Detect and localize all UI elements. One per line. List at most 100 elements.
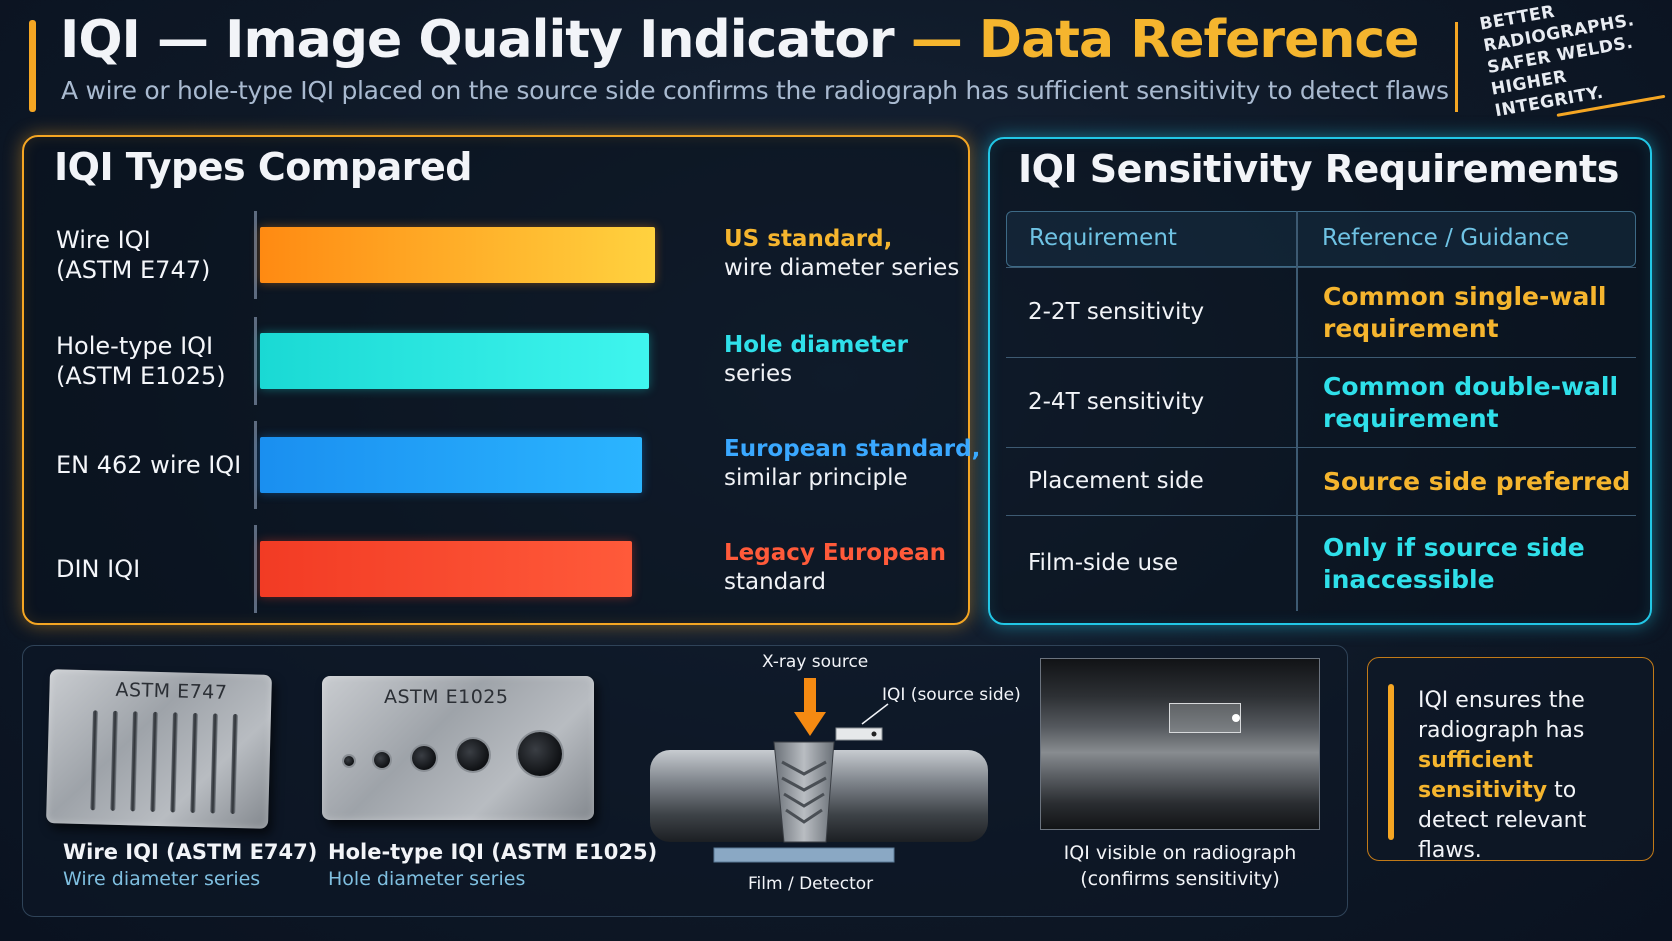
callout-text-part: IQI ensures the radiograph has bbox=[1418, 688, 1585, 743]
hole-iqi-subcaption: Hole diameter series bbox=[328, 868, 526, 890]
iqi-type-label: Hole-type IQI (ASTM E1025) bbox=[56, 331, 226, 391]
tagline: BETTER RADIOGRAPHS. SAFER WELDS. HIGHER … bbox=[1478, 0, 1672, 127]
callout-highlight: sufficient sensitivity bbox=[1418, 748, 1548, 803]
iqi-type-label-line: DIN IQI bbox=[56, 555, 141, 583]
summary-callout: IQI ensures the radiograph has sufficien… bbox=[1367, 657, 1654, 863]
iqi-type-description: Hole diameter series bbox=[724, 331, 908, 389]
wire-iqi-plate: ASTM E747 bbox=[46, 669, 272, 829]
title-highlight: — Data Reference bbox=[910, 10, 1420, 70]
iqi-types-panel: IQI Types Compared Wire IQI (ASTM E747) US… bbox=[22, 135, 980, 625]
sensitivity-row: 2-4T sensitivity Common double-wall requir… bbox=[1006, 357, 1636, 447]
iqi-type-desc-highlight: Legacy European bbox=[724, 540, 947, 566]
iqi-type-label: Wire IQI (ASTM E747) bbox=[56, 225, 210, 285]
iqi-hole bbox=[374, 752, 390, 768]
iqi-type-label: EN 462 wire IQI bbox=[56, 450, 241, 480]
iqi-hole bbox=[518, 732, 562, 776]
row-axis-tick bbox=[254, 317, 257, 405]
page-subtitle: A wire or hole-type IQI placed on the so… bbox=[61, 76, 1449, 105]
iqi-type-bar bbox=[260, 541, 632, 597]
iqi-type-label-line: Hole-type IQI bbox=[56, 332, 214, 360]
wire-groove bbox=[90, 710, 98, 811]
wire-groove bbox=[230, 713, 238, 815]
hole-iqi-caption: Hole-type IQI (ASTM E1025) bbox=[328, 840, 658, 864]
iqi-type-label-line: Wire IQI bbox=[56, 226, 151, 254]
radiograph-caption: IQI visible on radiograph (confirms sens… bbox=[1040, 840, 1320, 892]
sensitivity-row: Film-side use Only if source side inaccess… bbox=[1006, 515, 1636, 611]
iqi-type-desc-text: similar principle bbox=[724, 465, 908, 491]
radiograph-caption-line: (confirms sensitivity) bbox=[1080, 868, 1280, 890]
iqi-type-bar bbox=[260, 437, 642, 493]
iqi-type-description: Legacy European standard bbox=[724, 539, 946, 597]
tagline-rule bbox=[1455, 22, 1458, 112]
weld-pipe-illustration bbox=[650, 741, 988, 863]
sensitivity-panel: IQI Sensitivity Requirements Requirement… bbox=[988, 137, 1652, 625]
reference-line: Only if source side bbox=[1323, 533, 1585, 562]
sensitivity-row: Placement side Source side preferred bbox=[1006, 447, 1636, 515]
reference-cell: Source side preferred bbox=[1323, 466, 1630, 498]
iqi-type-label-line: (ASTM E1025) bbox=[56, 362, 226, 390]
reference-line: Common single-wall bbox=[1323, 282, 1607, 311]
sensitivity-row: 2-2T sensitivity Common single-wall requir… bbox=[1006, 267, 1636, 357]
iqi-type-row: Wire IQI (ASTM E747) US standard, wire diam… bbox=[24, 211, 968, 299]
iqi-type-row: Hole-type IQI (ASTM E1025) Hole diameter se… bbox=[24, 317, 968, 405]
iqi-pointer-icon bbox=[835, 703, 889, 741]
wire-groove bbox=[210, 713, 218, 814]
requirement-cell: 2-4T sensitivity bbox=[1028, 389, 1205, 415]
wire-plate-text: ASTM E747 bbox=[115, 678, 228, 704]
radiograph-caption-line: IQI visible on radiograph bbox=[1063, 842, 1297, 864]
header-accent-bar bbox=[29, 20, 36, 112]
wire-groove bbox=[170, 712, 178, 813]
iqi-source-side-label: IQI (source side) bbox=[882, 685, 1021, 705]
col-reference: Reference / Guidance bbox=[1322, 225, 1570, 251]
wire-iqi-caption: Wire IQI (ASTM E747) bbox=[63, 840, 318, 864]
iqi-type-desc-highlight: Hole diameter bbox=[724, 332, 908, 358]
reference-line: inaccessible bbox=[1323, 565, 1495, 594]
reference-cell: Common single-wall requirement bbox=[1323, 281, 1606, 345]
column-divider bbox=[1296, 211, 1298, 611]
row-axis-tick bbox=[254, 211, 257, 299]
iqi-type-label-line: EN 462 wire IQI bbox=[56, 451, 242, 479]
iqi-type-label: DIN IQI bbox=[56, 554, 140, 584]
reference-line: Common double-wall bbox=[1323, 372, 1619, 401]
types-panel-title: IQI Types Compared bbox=[54, 145, 472, 189]
iqi-type-description: US standard, wire diameter series bbox=[724, 225, 959, 283]
xray-arrow-icon bbox=[794, 678, 826, 736]
iqi-type-desc-text: series bbox=[724, 361, 793, 387]
iqi-type-desc-highlight: European standard, bbox=[724, 436, 981, 462]
iqi-type-row: EN 462 wire IQI European standard, similar… bbox=[24, 421, 980, 509]
reference-line: requirement bbox=[1323, 314, 1499, 343]
iqi-type-description: European standard, similar principle bbox=[724, 435, 980, 493]
reference-cell: Common double-wall requirement bbox=[1323, 371, 1618, 435]
callout-text: IQI ensures the radiograph has sufficien… bbox=[1418, 686, 1648, 866]
film-detector-label: Film / Detector bbox=[748, 874, 874, 894]
page-title: IQI — Image Quality Indicator — Data Ref… bbox=[60, 10, 1420, 70]
iqi-type-row: DIN IQI Legacy European standard bbox=[24, 525, 968, 613]
xray-source-label: X-ray source bbox=[762, 652, 869, 672]
iqi-type-bar bbox=[260, 227, 655, 283]
wire-groove bbox=[150, 711, 158, 812]
reference-line: Source side preferred bbox=[1323, 467, 1631, 496]
row-axis-tick bbox=[254, 421, 257, 509]
hole-plate-text: ASTM E1025 bbox=[384, 686, 509, 708]
reference-line: requirement bbox=[1323, 404, 1499, 433]
iqi-type-label-line: (ASTM E747) bbox=[56, 256, 211, 284]
radiograph-iqi-image bbox=[1169, 703, 1241, 733]
hole-iqi-plate: ASTM E1025 bbox=[322, 676, 594, 820]
wire-groove bbox=[190, 712, 198, 813]
requirement-cell: 2-2T sensitivity bbox=[1028, 299, 1205, 325]
iqi-type-desc-highlight: US standard, bbox=[724, 226, 893, 252]
reference-cell: Only if source side inaccessible bbox=[1323, 532, 1585, 596]
iqi-type-desc-text: standard bbox=[724, 569, 827, 595]
sensitivity-table-header: Requirement Reference / Guidance bbox=[1006, 211, 1636, 267]
wire-groove bbox=[130, 711, 138, 812]
requirement-cell: Film-side use bbox=[1028, 550, 1179, 576]
title-main: IQI — Image Quality Indicator bbox=[60, 10, 911, 70]
iqi-hole bbox=[412, 746, 436, 770]
callout-text-part: to detect relevant flaws. bbox=[1418, 778, 1587, 863]
iqi-hole bbox=[457, 739, 489, 771]
wire-iqi-subcaption: Wire diameter series bbox=[63, 868, 261, 890]
iqi-type-bar bbox=[260, 333, 649, 389]
row-axis-tick bbox=[254, 525, 257, 613]
sensitivity-panel-title: IQI Sensitivity Requirements bbox=[1018, 147, 1619, 191]
iqi-hole bbox=[344, 756, 354, 766]
